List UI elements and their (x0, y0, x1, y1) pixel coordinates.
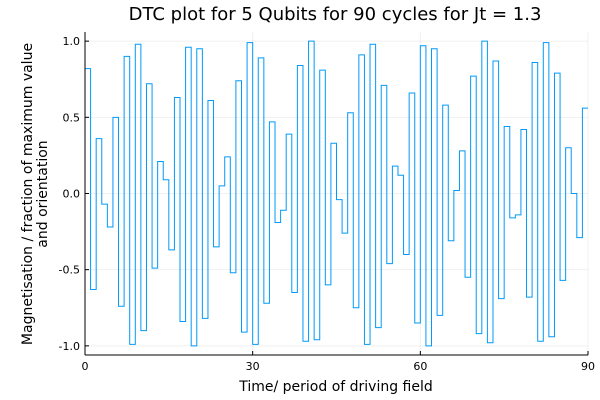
y-axis-label-line-1: Magnetisation / fraction of maximum valu… (20, 43, 36, 345)
x-tick-label: 0 (82, 360, 89, 373)
y-axis-label: Magnetisation / fraction of maximum valu… (20, 43, 51, 345)
axes (84, 32, 589, 356)
y-tick-label: 1.0 (63, 35, 81, 48)
y-tick-label: 0.0 (63, 188, 81, 201)
x-tick-label: 90 (581, 360, 595, 373)
y-axis-label-line-2: and orientation (35, 140, 51, 247)
x-tick-label: 30 (246, 360, 260, 373)
tick-labels: 0 30 60 90 -1.0 -0.5 0.0 0.5 1.0 (59, 35, 595, 373)
series-line (85, 40, 588, 347)
x-axis-label: Time/ period of driving field (238, 379, 433, 395)
series-layer (85, 40, 588, 347)
x-tick-label: 60 (413, 360, 427, 373)
y-tick-label: -1.0 (59, 340, 80, 353)
y-tick-label: 0.5 (63, 111, 81, 124)
y-tick-label: -0.5 (59, 264, 80, 277)
chart-title: DTC plot for 5 Qubits for 90 cycles for … (129, 4, 542, 25)
